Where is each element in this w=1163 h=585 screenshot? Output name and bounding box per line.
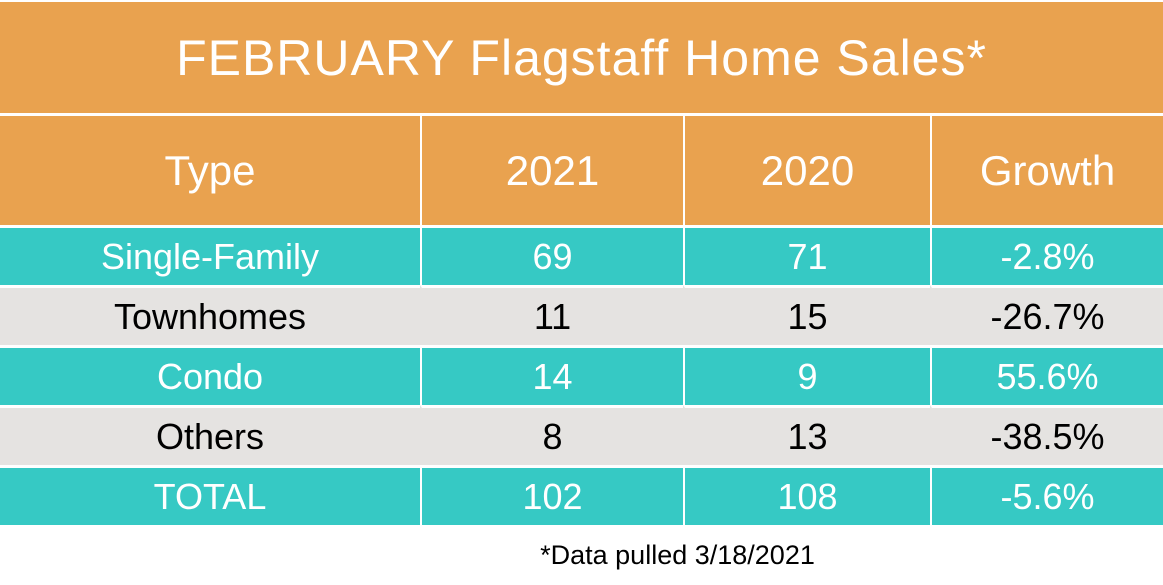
- header-row: Type 2021 2020 Growth: [0, 113, 1163, 225]
- cell-2020-value: 13: [683, 405, 930, 465]
- cell-type: Condo: [0, 345, 420, 405]
- cell-growth-value: -38.5%: [930, 405, 1163, 465]
- cell-type: Single-Family: [0, 225, 420, 285]
- cell-2020-value: 9: [683, 345, 930, 405]
- home-sales-table: FEBRUARY Flagstaff Home Sales* Type 2021…: [0, 2, 1163, 525]
- table-row-total: TOTAL 102 108 -5.6%: [0, 465, 1163, 525]
- cell-type: Others: [0, 405, 420, 465]
- cell-type: TOTAL: [0, 465, 420, 525]
- cell-2021-value: 8: [420, 405, 683, 465]
- cell-growth-value: -2.8%: [930, 225, 1163, 285]
- table-row-condo: Condo 14 9 55.6%: [0, 345, 1163, 405]
- footnote-area: *Data pulled 3/18/2021: [0, 525, 1163, 585]
- cell-2021-value: 69: [420, 225, 683, 285]
- cell-growth-value: 55.6%: [930, 345, 1163, 405]
- column-header-growth: Growth: [930, 113, 1163, 225]
- table-title: FEBRUARY Flagstaff Home Sales*: [0, 2, 1163, 113]
- column-header-2020: 2020: [683, 113, 930, 225]
- title-row: FEBRUARY Flagstaff Home Sales*: [0, 2, 1163, 113]
- table-row-townhomes: Townhomes 11 15 -26.7%: [0, 285, 1163, 345]
- footnote: *Data pulled 3/18/2021: [540, 539, 815, 570]
- cell-growth-value: -26.7%: [930, 285, 1163, 345]
- table-row-others: Others 8 13 -38.5%: [0, 405, 1163, 465]
- cell-2020-value: 71: [683, 225, 930, 285]
- column-header-2021: 2021: [420, 113, 683, 225]
- cell-2021-value: 102: [420, 465, 683, 525]
- cell-2020-value: 108: [683, 465, 930, 525]
- cell-growth-value: -5.6%: [930, 465, 1163, 525]
- cell-2021-value: 14: [420, 345, 683, 405]
- column-header-type: Type: [0, 113, 420, 225]
- cell-2021-value: 11: [420, 285, 683, 345]
- cell-2020-value: 15: [683, 285, 930, 345]
- cell-type: Townhomes: [0, 285, 420, 345]
- table-row-single-family: Single-Family 69 71 -2.8%: [0, 225, 1163, 285]
